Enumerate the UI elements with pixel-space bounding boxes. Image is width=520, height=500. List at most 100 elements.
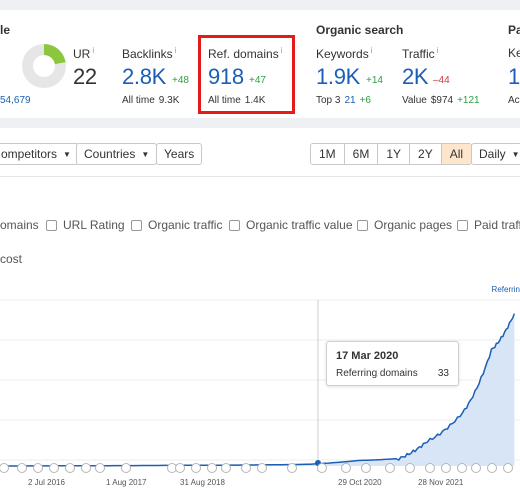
years-button[interactable]: Years <box>156 143 203 165</box>
interval-dropdown[interactable]: Daily ▼ <box>471 143 520 165</box>
x-tick-label: 2 Jul 2016 <box>28 478 65 487</box>
countries-dropdown[interactable]: Countries ▼ <box>76 143 158 165</box>
google-update-marker[interactable] <box>503 463 513 473</box>
google-update-marker[interactable] <box>207 463 217 473</box>
traffic-value-sub: Value $974 +121 <box>402 95 480 106</box>
ref-domains-label: Ref. domains i <box>208 46 283 61</box>
info-icon[interactable]: i <box>92 46 95 55</box>
google-update-marker[interactable] <box>317 463 327 473</box>
metrics-card <box>0 10 520 118</box>
google-update-marker[interactable] <box>49 463 59 473</box>
tooltip-value: 33 <box>437 368 449 379</box>
x-tick-label: 28 Nov 2021 <box>418 478 464 487</box>
organic-pages-checkbox[interactable]: Organic pages <box>357 218 452 232</box>
google-update-marker[interactable] <box>81 463 91 473</box>
organic-search-title: Organic search <box>316 23 404 37</box>
google-update-marker[interactable] <box>385 463 395 473</box>
ref-domains-all-time: All time 1.4K <box>208 95 266 106</box>
google-update-marker[interactable] <box>33 463 43 473</box>
ref-domains-delta: +47 <box>249 75 266 86</box>
checkbox-icon <box>131 219 142 231</box>
checkbox-icon <box>229 219 240 231</box>
range-2y[interactable]: 2Y <box>410 144 442 164</box>
toolbar-divider <box>0 176 520 177</box>
right-section-title-fragment: Pa <box>508 23 520 37</box>
x-tick-label: 29 Oct 2020 <box>338 478 382 487</box>
google-update-marker[interactable] <box>95 463 105 473</box>
right-label-fragment: Ke <box>508 46 520 60</box>
referring-domains-line <box>0 313 516 467</box>
caret-down-icon: ▼ <box>511 149 520 159</box>
right-value-fragment[interactable]: 1 <box>508 64 520 89</box>
series-legend-fragment[interactable]: Referrin <box>491 285 520 294</box>
google-update-marker[interactable] <box>191 463 201 473</box>
keywords-top3: Top 3 21 +6 <box>316 95 371 106</box>
info-icon[interactable]: i <box>436 46 439 55</box>
google-update-marker[interactable] <box>471 463 481 473</box>
keywords-value[interactable]: 1.9K <box>316 64 361 89</box>
google-update-marker[interactable] <box>241 463 251 473</box>
info-icon[interactable]: i <box>174 46 177 55</box>
x-tick-label: 1 Aug 2017 <box>106 478 147 487</box>
referring-domains-chart <box>0 299 520 473</box>
range-1m[interactable]: 1M <box>311 144 345 164</box>
google-update-marker[interactable] <box>121 463 131 473</box>
caret-down-icon: ▼ <box>141 149 150 159</box>
chart-tooltip: 17 Mar 2020 Referring domains 33 <box>326 341 459 386</box>
info-icon[interactable]: i <box>370 46 373 55</box>
backlinks-delta: +48 <box>172 75 189 86</box>
x-tick-label: 31 Aug 2018 <box>180 478 225 487</box>
range-all[interactable]: All <box>441 144 472 164</box>
google-update-marker[interactable] <box>425 463 435 473</box>
left-footer-fragment: 54,679 <box>0 95 31 106</box>
section-title-fragment: le <box>0 23 11 37</box>
traffic-delta: –44 <box>433 75 450 86</box>
google-update-marker[interactable] <box>457 463 467 473</box>
ur-donut-chart <box>22 44 66 88</box>
google-update-marker[interactable] <box>341 463 351 473</box>
google-update-marker[interactable] <box>361 463 371 473</box>
paid-traffic-checkbox[interactable]: Paid traff <box>457 218 520 232</box>
checkbox-icon <box>457 219 468 231</box>
google-update-marker[interactable] <box>405 463 415 473</box>
google-update-marker[interactable] <box>257 463 267 473</box>
competitors-label: ompetitors <box>1 147 58 161</box>
keywords-label: Keywords i <box>316 46 373 61</box>
competitors-dropdown[interactable]: ompetitors ▼ <box>0 143 79 165</box>
ur-value: 22 <box>73 64 97 89</box>
info-icon[interactable]: i <box>280 46 283 55</box>
google-update-marker[interactable] <box>17 463 27 473</box>
backlinks-label: Backlinks i <box>122 46 177 61</box>
google-update-marker[interactable] <box>0 463 9 473</box>
interval-label: Daily <box>479 147 506 161</box>
checkbox-icon <box>46 219 57 231</box>
keywords-delta: +14 <box>366 75 383 86</box>
organic-traffic-checkbox[interactable]: Organic traffic <box>131 218 222 232</box>
tooltip-date: 17 Mar 2020 <box>336 350 399 362</box>
annotation-markers <box>0 463 513 473</box>
referring-domains-checkbox-label[interactable]: omains <box>0 218 39 232</box>
google-update-marker[interactable] <box>65 463 75 473</box>
range-selector: 1M 6M 1Y 2Y All <box>310 143 473 165</box>
caret-down-icon: ▼ <box>63 149 71 159</box>
traffic-value[interactable]: 2K <box>402 64 429 89</box>
google-update-marker[interactable] <box>487 463 497 473</box>
years-label: Years <box>164 147 195 161</box>
right-sub-fragment: Ac <box>508 95 520 106</box>
google-update-marker[interactable] <box>441 463 451 473</box>
url-rating-checkbox[interactable]: URL Rating <box>46 218 125 232</box>
google-update-marker[interactable] <box>175 463 185 473</box>
ref-domains-value[interactable]: 918 <box>208 64 244 89</box>
backlinks-value[interactable]: 2.8K <box>122 64 167 89</box>
referring-domains-area <box>0 313 515 466</box>
ur-label: UR i <box>73 46 95 61</box>
google-update-marker[interactable] <box>221 463 231 473</box>
organic-traffic-value-checkbox[interactable]: Organic traffic value <box>229 218 353 232</box>
ref-domains-highlight-box <box>198 35 295 114</box>
cost-checkbox-label[interactable]: cost <box>0 252 23 266</box>
checkbox-icon <box>357 219 368 231</box>
google-update-marker[interactable] <box>287 463 297 473</box>
range-6m[interactable]: 6M <box>344 144 379 164</box>
traffic-label: Traffic i <box>402 46 439 61</box>
range-1y[interactable]: 1Y <box>378 144 411 164</box>
